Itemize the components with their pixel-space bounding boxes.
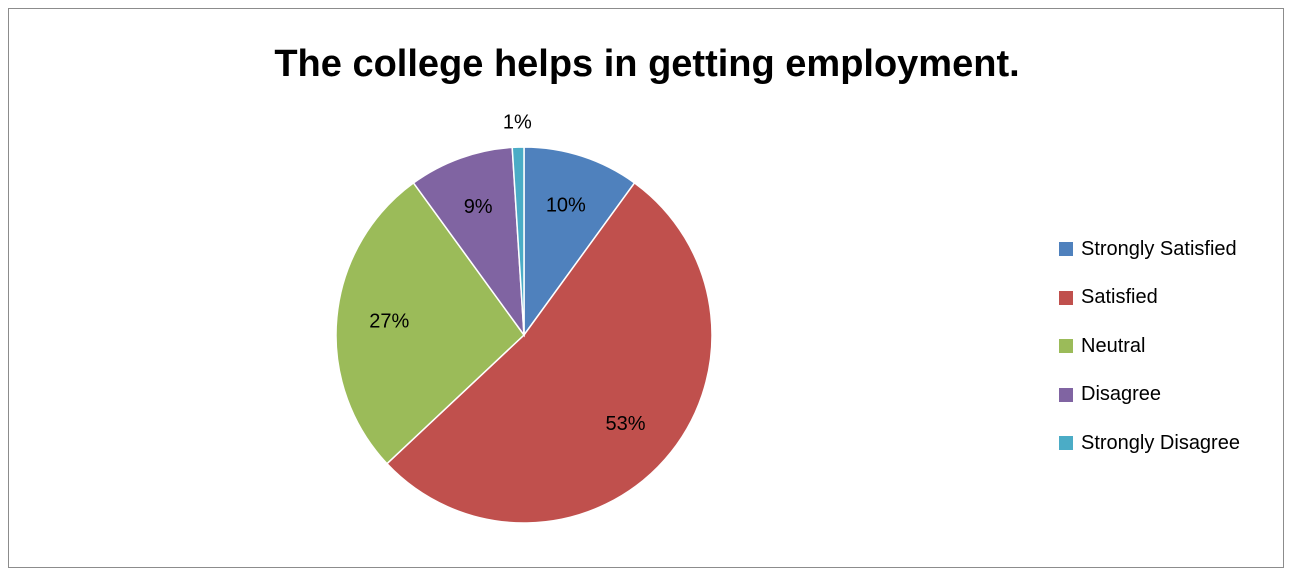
data-label-satisfied: 53% bbox=[606, 413, 646, 435]
pie-slice-satisfied bbox=[385, 181, 713, 524]
legend-label: Disagree bbox=[1081, 383, 1162, 406]
data-label-disagree: 9% bbox=[464, 196, 493, 218]
legend: Strongly Satisfied Satisfied Neutral Disagr… bbox=[1059, 225, 1240, 468]
pie-slice-neutral bbox=[335, 181, 525, 465]
legend-item-neutral: Neutral bbox=[1059, 322, 1240, 371]
legend-item-strongly-disagree: Strongly Disagree bbox=[1059, 419, 1240, 468]
chart-title: The college helps in getting employment. bbox=[274, 43, 1020, 85]
legend-label: Neutral bbox=[1081, 334, 1146, 357]
legend-swatch bbox=[1059, 242, 1073, 257]
legend-swatch bbox=[1059, 436, 1073, 451]
legend-item-disagree: Disagree bbox=[1059, 371, 1240, 420]
pie-slice-strongly-disagree bbox=[511, 146, 525, 336]
legend-label: Strongly Satisfied bbox=[1081, 237, 1237, 260]
data-label-strongly-disagree: 1% bbox=[503, 111, 532, 133]
legend-label: Satisfied bbox=[1081, 286, 1158, 309]
legend-swatch bbox=[1059, 387, 1073, 402]
legend-swatch bbox=[1059, 339, 1073, 354]
legend-label: Strongly Disagree bbox=[1081, 431, 1240, 454]
data-label-neutral: 27% bbox=[369, 311, 409, 333]
legend-item-satisfied: Satisfied bbox=[1059, 274, 1240, 323]
pie-chart: 10% 53% 27% 9% 1% bbox=[335, 111, 713, 524]
pie-slice-disagree bbox=[412, 146, 525, 338]
legend-item-strongly-satisfied: Strongly Satisfied bbox=[1059, 225, 1240, 274]
data-label-strongly-satisfied: 10% bbox=[546, 195, 586, 217]
legend-swatch bbox=[1059, 290, 1073, 305]
pie-slice-strongly-satisfied bbox=[523, 146, 636, 338]
chart-frame: The college helps in getting employment.… bbox=[8, 8, 1284, 568]
